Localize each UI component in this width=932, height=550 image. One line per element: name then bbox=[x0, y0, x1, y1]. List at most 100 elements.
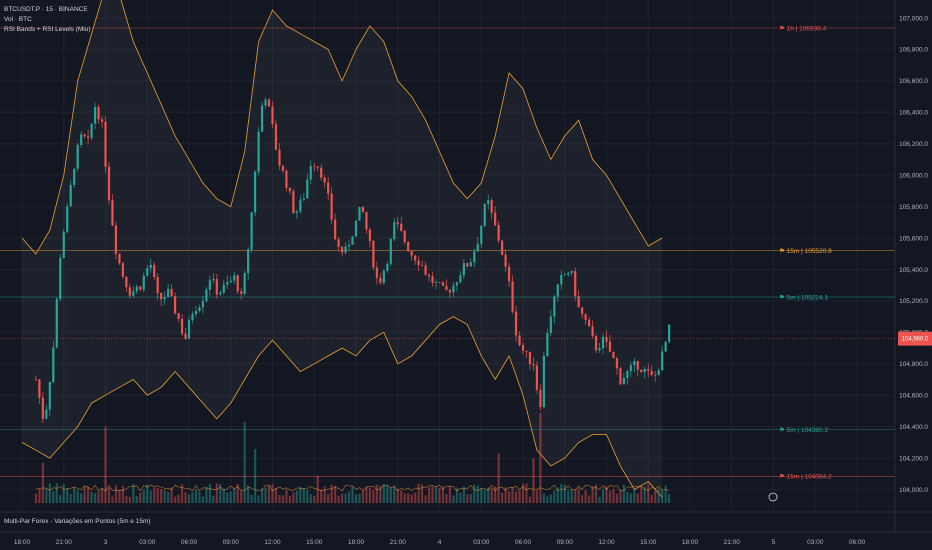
volume-bar bbox=[198, 491, 201, 503]
candle-body bbox=[194, 310, 198, 315]
candle-body bbox=[215, 278, 218, 295]
candle-body bbox=[393, 222, 396, 240]
candle-body bbox=[601, 336, 605, 349]
volume-bar bbox=[299, 486, 302, 503]
volume-bar bbox=[55, 483, 58, 503]
volume-bar bbox=[118, 490, 121, 503]
candle-body bbox=[605, 336, 608, 342]
candle-body bbox=[250, 212, 253, 250]
volume-bar bbox=[539, 413, 542, 503]
candle-body bbox=[184, 333, 187, 339]
rsi-band-lower bbox=[21, 316, 663, 498]
candle-body bbox=[654, 374, 657, 376]
candle-body bbox=[107, 166, 111, 200]
volume-bar bbox=[382, 484, 385, 503]
volume-bar bbox=[93, 493, 97, 503]
y-tick-label: 106,800.0 bbox=[899, 47, 928, 54]
volume-bar bbox=[497, 453, 500, 503]
y-tick-label: 104,000.0 bbox=[899, 487, 928, 494]
x-tick-label: 06:00 bbox=[181, 539, 198, 546]
candle-body bbox=[316, 166, 319, 168]
volume-bar bbox=[361, 490, 365, 503]
candle-body bbox=[309, 165, 312, 180]
volume-bar bbox=[344, 493, 347, 503]
volume-bar bbox=[264, 487, 267, 503]
volume-bar bbox=[41, 462, 44, 503]
indicator-legend[interactable]: RSI Bands + RSI Levels (Miu) bbox=[4, 26, 91, 33]
volume-bar bbox=[441, 485, 445, 503]
rsi-band-upper bbox=[21, 0, 663, 255]
y-tick-label: 106,600.0 bbox=[899, 78, 928, 85]
candle-body bbox=[626, 371, 629, 378]
volume-bar bbox=[128, 496, 131, 503]
y-tick-label: 105,800.0 bbox=[899, 204, 928, 211]
candle-body bbox=[546, 333, 549, 356]
candle-body bbox=[45, 409, 48, 419]
candle-body bbox=[121, 263, 124, 277]
candle-body bbox=[118, 253, 121, 264]
candle-body bbox=[455, 282, 458, 286]
candle-body bbox=[417, 260, 420, 265]
x-tick-label: 12:00 bbox=[264, 539, 281, 546]
candle-body bbox=[93, 107, 97, 124]
volume-bar bbox=[375, 484, 378, 503]
volume-bar bbox=[577, 488, 580, 503]
candle-body bbox=[389, 239, 392, 264]
volume-bar bbox=[59, 494, 62, 503]
candle-body bbox=[219, 292, 222, 295]
volume-bar bbox=[135, 495, 138, 503]
candle-body bbox=[247, 249, 250, 274]
volume-bar bbox=[156, 488, 159, 503]
volume-bar bbox=[466, 494, 469, 503]
candle-body bbox=[170, 288, 173, 297]
x-tick-label: 21:00 bbox=[390, 539, 407, 546]
volume-bar bbox=[201, 496, 205, 503]
volume-bar bbox=[80, 493, 83, 503]
candle-body bbox=[226, 282, 229, 285]
volume-bar bbox=[414, 492, 417, 503]
volume-bar bbox=[121, 485, 124, 503]
volume-bar bbox=[612, 488, 615, 503]
volume-bar bbox=[76, 490, 79, 503]
candle-body bbox=[382, 270, 385, 283]
volume-bar bbox=[257, 495, 260, 503]
candle-body bbox=[38, 379, 41, 398]
candle-body bbox=[111, 199, 114, 226]
candle-body bbox=[365, 211, 368, 230]
candle-body bbox=[330, 193, 333, 220]
candle-body bbox=[153, 264, 156, 278]
candle-body bbox=[661, 351, 664, 371]
volume-bar bbox=[567, 489, 570, 503]
candle-body bbox=[125, 276, 128, 288]
candle-body bbox=[198, 307, 201, 311]
candle-body bbox=[264, 99, 267, 106]
candle-body bbox=[292, 191, 295, 214]
volume-bar bbox=[622, 484, 625, 503]
volume-bar bbox=[226, 492, 229, 503]
volume-bar bbox=[427, 487, 431, 503]
symbol-legend[interactable]: BTCUSDT.P · 15 · BINANCE bbox=[4, 6, 88, 13]
volume-bar bbox=[215, 483, 218, 503]
volume-bar bbox=[483, 489, 486, 503]
volume-bar bbox=[229, 491, 232, 503]
candle-body bbox=[52, 347, 55, 382]
volume-bar bbox=[97, 490, 100, 503]
candle-body bbox=[664, 341, 667, 352]
bottom-indicator-label[interactable]: Multi-Par Forex - Variações em Pontos (5… bbox=[4, 518, 151, 525]
candle-body bbox=[497, 225, 500, 241]
volume-bar bbox=[546, 496, 549, 503]
volume-bar bbox=[233, 488, 236, 503]
candle-body bbox=[448, 289, 452, 293]
candle-body bbox=[542, 355, 545, 408]
volume-bar bbox=[173, 496, 177, 503]
candle-body bbox=[313, 165, 316, 167]
volume-bar bbox=[295, 490, 298, 503]
volume-legend[interactable]: Vol · BTC bbox=[4, 16, 32, 23]
volume-bar bbox=[619, 489, 622, 503]
volume-bar bbox=[243, 422, 246, 503]
y-tick-label: 104,800.0 bbox=[899, 361, 928, 368]
candle-body bbox=[257, 131, 260, 172]
candle-body bbox=[358, 207, 361, 221]
candle-body bbox=[278, 149, 281, 166]
